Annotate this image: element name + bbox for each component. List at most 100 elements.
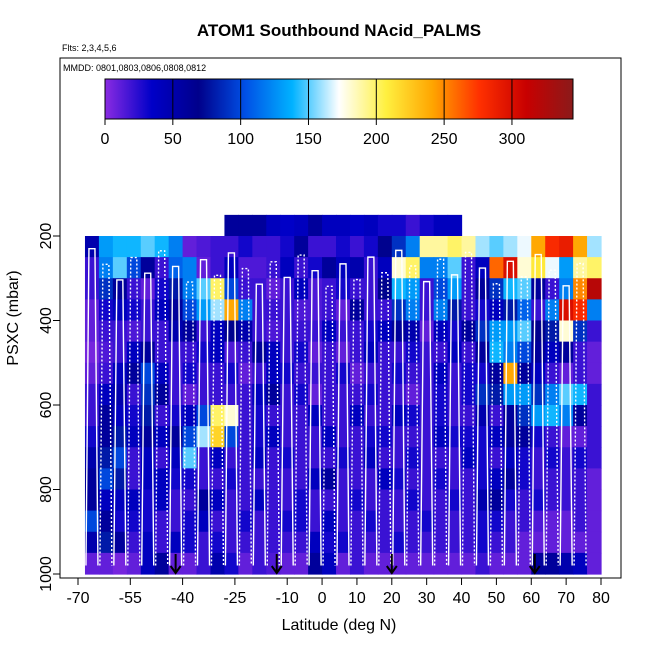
heatmap-cell [391, 257, 407, 279]
heatmap-cell [294, 552, 309, 575]
heatmap-cell [224, 236, 239, 258]
heatmap-cell [559, 447, 574, 469]
heatmap-cell [363, 447, 379, 469]
heatmap-cell [322, 489, 337, 512]
heatmap-cell [336, 257, 351, 279]
heatmap-cell [391, 278, 407, 300]
heatmap-cell [266, 468, 281, 491]
heatmap-cell [280, 257, 295, 279]
heatmap-cell [84, 341, 100, 364]
heatmap-cell [140, 510, 156, 533]
heatmap-cell [559, 552, 574, 575]
heatmap-cell [363, 214, 379, 237]
heatmap-cell [433, 510, 449, 533]
heatmap-cell [559, 510, 574, 533]
heatmap-cell [489, 489, 504, 512]
heatmap-cell [126, 552, 142, 575]
heatmap-cell [98, 257, 114, 279]
heatmap-cell [573, 278, 588, 300]
heatmap-cell [405, 552, 421, 575]
heatmap-cell [531, 489, 546, 512]
heatmap-cell [349, 531, 365, 554]
heatmap-cell [84, 447, 100, 469]
heatmap-cell [112, 362, 128, 385]
heatmap-cell [154, 299, 170, 322]
heatmap-cell [433, 552, 449, 575]
heatmap-cell [238, 531, 253, 554]
heatmap-cell [112, 552, 128, 575]
heatmap-cell [587, 531, 602, 554]
heatmap-cell [531, 278, 546, 300]
heatmap-cell [587, 236, 602, 258]
x-tick-label: 10 [348, 590, 366, 607]
heatmap-cell [363, 510, 379, 533]
heatmap-cell [433, 468, 449, 491]
dates-note: MMDD: 0801,0803,0806,0808,0812 [63, 63, 206, 73]
heatmap-cell [308, 468, 323, 491]
heatmap-cell [182, 362, 198, 385]
heatmap-cell [252, 552, 267, 575]
heatmap-cell [322, 341, 337, 364]
heatmap-cell [210, 447, 226, 469]
heatmap-cell [252, 257, 267, 279]
heatmap-cell [419, 341, 435, 364]
heatmap-cell [419, 489, 435, 512]
heatmap-cell [280, 510, 295, 533]
heatmap-cell [573, 447, 588, 469]
heatmap-cell [545, 341, 560, 364]
heatmap-cell [112, 510, 128, 533]
heatmap-cell [112, 341, 128, 364]
heatmap-cell [182, 468, 198, 491]
heatmap-cell [405, 383, 421, 406]
heatmap-cell [489, 341, 504, 364]
heatmap-cell [322, 426, 337, 448]
heatmap-cell [405, 531, 421, 554]
heatmap-cell [140, 447, 156, 469]
heatmap-cell [308, 278, 323, 300]
flight-track [154, 250, 169, 566]
heatmap-cell [336, 426, 351, 448]
heatmap-cell [84, 278, 100, 300]
heatmap-cell [447, 468, 463, 491]
heatmap-cell [447, 320, 463, 343]
heatmap-cell [294, 278, 309, 300]
heatmap-cell [419, 299, 435, 322]
latitude-markers [169, 554, 541, 575]
colorbar-tick-label: 250 [431, 131, 458, 148]
heatmap-cell [210, 405, 226, 427]
heatmap-cell [489, 510, 504, 533]
heatmap-cell [587, 489, 602, 512]
heatmap-cell [266, 531, 281, 554]
heatmap-cell [377, 320, 393, 343]
heatmap-cell [294, 531, 309, 554]
colorbar-gradient [104, 78, 574, 120]
flights-note: Flts: 2,3,4,5,6 [62, 43, 117, 53]
heatmap-cell [294, 510, 309, 533]
heatmap-cell [224, 278, 239, 300]
heatmap-cell [280, 468, 295, 491]
heatmap-cell [391, 341, 407, 364]
heatmap-cell [126, 341, 142, 364]
heatmap-cell [98, 383, 114, 406]
heatmap-cell [461, 447, 477, 469]
flight-track [433, 258, 448, 566]
heatmap-cell [322, 383, 337, 406]
heatmap-cell [322, 320, 337, 343]
heatmap-cell [461, 341, 477, 364]
heatmap-cell [349, 257, 365, 279]
heatmap-cell [447, 278, 463, 300]
x-tick-label: 0 [318, 590, 327, 607]
heatmap-cell [112, 278, 128, 300]
heatmap-cell [280, 447, 295, 469]
heatmap-cell [154, 531, 170, 554]
heatmap-cell [461, 552, 477, 575]
x-tick-label: 50 [488, 590, 506, 607]
heatmap-cell [308, 320, 323, 343]
heatmap-cell [308, 531, 323, 554]
flight-track [559, 285, 573, 566]
heatmap-cell [433, 236, 449, 258]
heatmap-cell [559, 320, 574, 343]
heatmap-cell [182, 447, 198, 469]
heatmap-cell [405, 299, 421, 322]
heatmap-cell [98, 341, 114, 364]
